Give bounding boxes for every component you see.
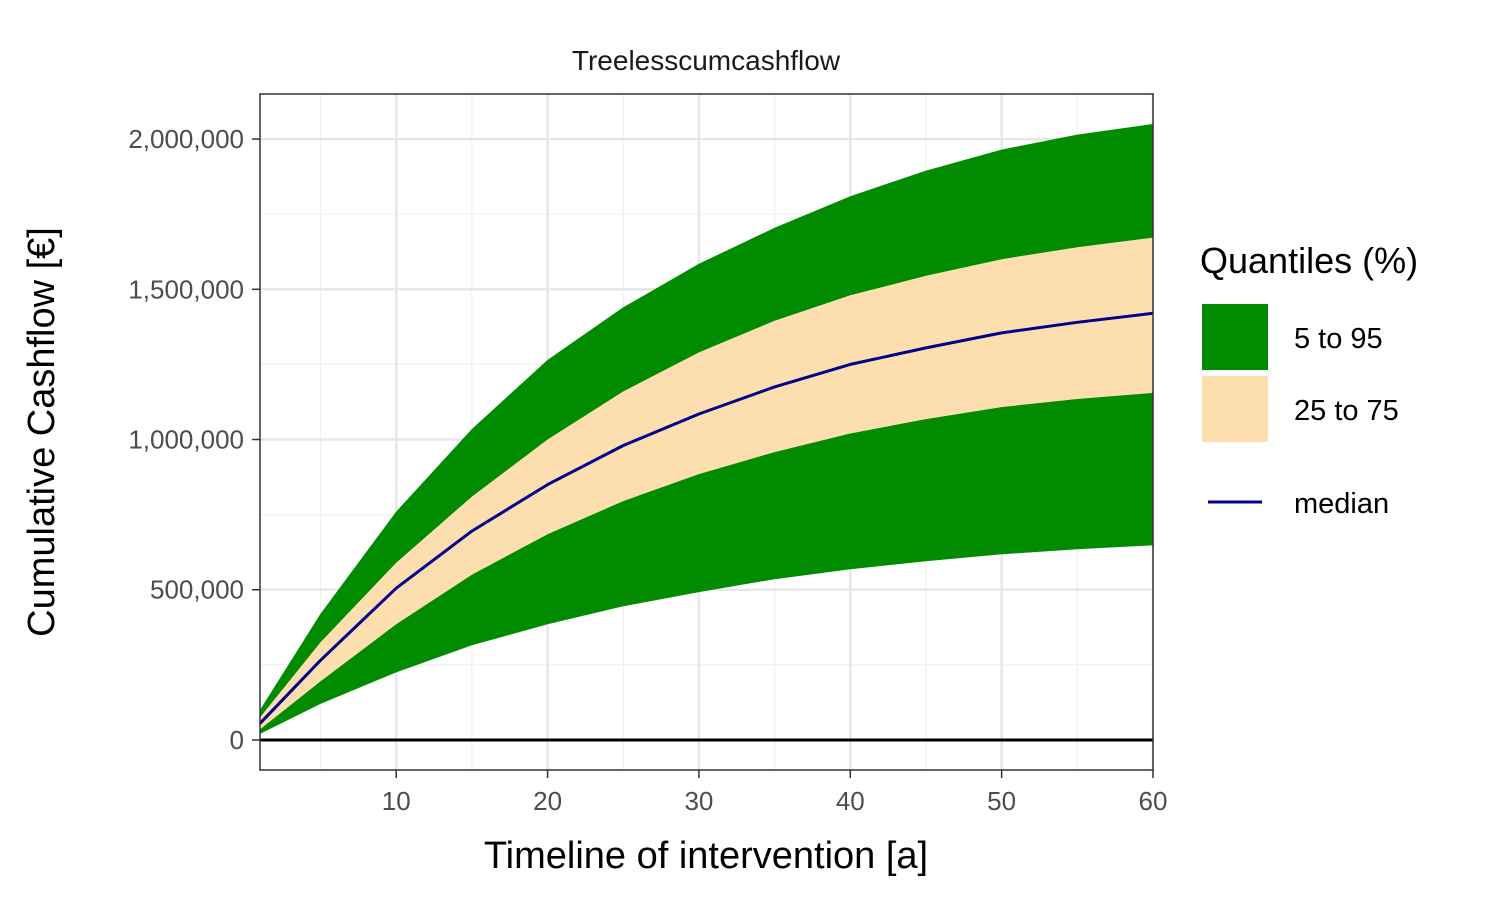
x-tick-label: 60 xyxy=(1139,786,1168,816)
legend-label-5-95: 5 to 95 xyxy=(1294,323,1383,355)
legend-label-25-75: 25 to 75 xyxy=(1294,395,1399,427)
y-tick-label: 1,500,000 xyxy=(128,274,244,304)
y-tick-label: 1,000,000 xyxy=(128,425,244,455)
legend-swatch-5-95 xyxy=(1202,304,1268,370)
x-tick-label: 50 xyxy=(987,786,1016,816)
median-line xyxy=(258,311,1154,725)
bands xyxy=(260,124,1153,734)
x-tick-label: 40 xyxy=(836,786,865,816)
y-tick-label: 2,000,000 xyxy=(128,124,244,154)
band-25-75 xyxy=(260,237,1153,730)
y-tick-label: 0 xyxy=(230,725,244,755)
panel-border xyxy=(259,93,1154,771)
y-tick-label: 500,000 xyxy=(150,575,244,605)
y-axis-title: Cumulative Cashflow [€] xyxy=(21,227,63,637)
legend-label-median: median xyxy=(1294,488,1389,520)
axes: 10 20 30 40 50 60 0 500,000 1,000,000 1,500,000 2,… xyxy=(128,124,1167,816)
x-tick-label: 30 xyxy=(684,786,713,816)
x-axis-title: Timeline of intervention [a] xyxy=(484,835,928,877)
lines xyxy=(258,311,1154,742)
legend-title: Quantiles (%) xyxy=(1200,240,1418,281)
legend: Quantiles (%) 5 to 95 25 to 75 median xyxy=(1200,240,1418,520)
legend-swatch-25-75 xyxy=(1202,376,1268,442)
x-tick-label: 10 xyxy=(382,786,411,816)
x-tick-label: 20 xyxy=(533,786,562,816)
chart-title: Treelesscumcashflow xyxy=(572,45,841,76)
